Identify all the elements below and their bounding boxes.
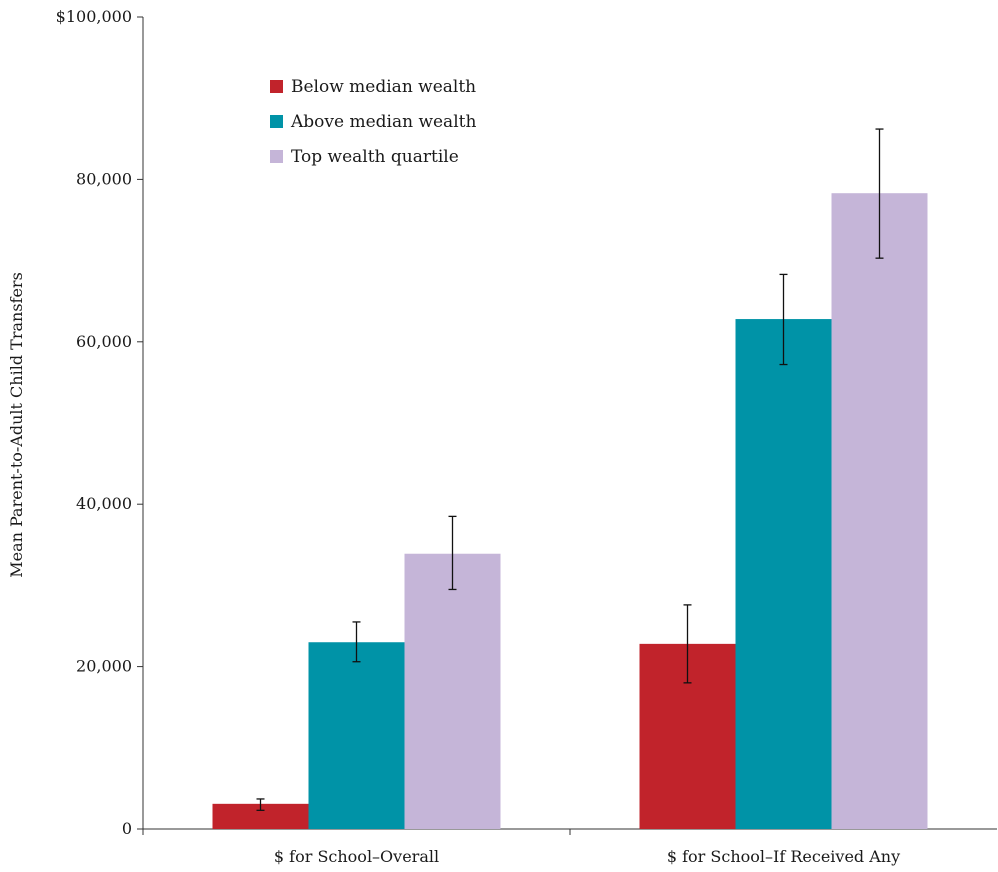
- legend-label: Above median wealth: [290, 112, 476, 132]
- legend-swatch: [270, 115, 283, 128]
- bars: [212, 193, 928, 830]
- y-tick-label: 20,000: [76, 657, 132, 676]
- bar: [735, 319, 832, 829]
- error-bars: [256, 128, 884, 811]
- y-tick-label: 0: [122, 819, 132, 838]
- legend-swatch: [270, 150, 283, 163]
- axes: 0 20,000 40,000 60,000 80,000 $100,000 $ for S…: [56, 7, 997, 866]
- legend-swatch: [270, 80, 283, 93]
- bar: [404, 553, 501, 829]
- category-label: $ for School–Overall: [274, 847, 439, 866]
- y-axis-label: Mean Parent-to-Adult Child Transfers: [7, 272, 26, 578]
- category-label: $ for School–If Received Any: [667, 847, 900, 866]
- bar: [831, 193, 928, 830]
- y-tick-label: $100,000: [56, 7, 132, 26]
- y-tick-label: 40,000: [76, 494, 132, 513]
- bar: [308, 642, 405, 829]
- y-tick-label: 80,000: [76, 169, 132, 188]
- legend-label: Below median wealth: [291, 77, 476, 97]
- legend: Below median wealth Above median wealth To…: [270, 77, 476, 167]
- legend-label: Top wealth quartile: [291, 147, 459, 167]
- y-tick-label: 60,000: [76, 332, 132, 351]
